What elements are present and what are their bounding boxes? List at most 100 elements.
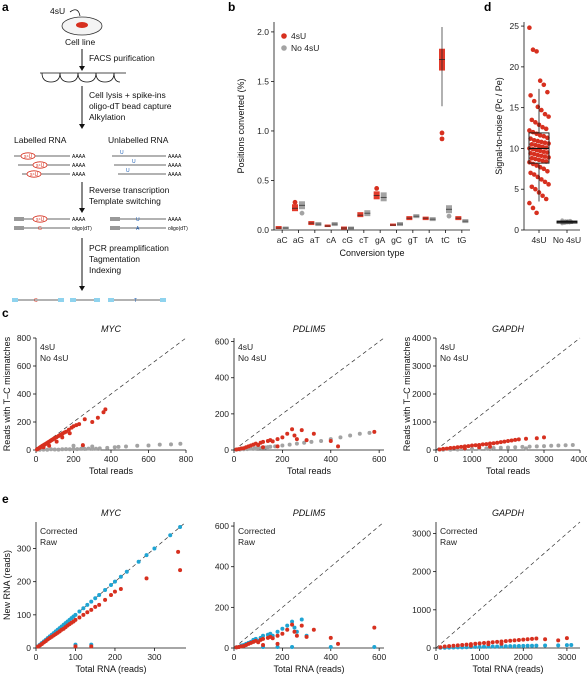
c3-point-4su	[473, 443, 478, 448]
d-point-4su	[528, 170, 533, 176]
c3-point-no-4su	[524, 446, 528, 451]
arrow-head-icon	[79, 66, 85, 71]
d-point-4su	[533, 142, 538, 148]
labelled-rna-strands: s⁴U AAAA s⁴U AAAA s⁴U AAAA	[14, 152, 86, 178]
c1-point-4su	[47, 443, 52, 448]
e1-point-raw	[118, 586, 123, 591]
e1-point-raw	[178, 568, 183, 573]
e3-point-raw	[455, 643, 460, 648]
d-point-4su	[543, 196, 549, 202]
e2-point-corrected	[275, 644, 280, 649]
e3-y-tick-label: 1000	[412, 605, 431, 615]
d-point-4su	[527, 25, 532, 31]
e3-x-tick-label: 1000	[470, 652, 489, 662]
c1-x-axis-label: Total reads	[89, 466, 134, 476]
b-x-tick-label: cA	[326, 235, 336, 245]
polya-text: AAAA	[168, 217, 182, 223]
d-point-4su	[546, 114, 551, 119]
e3-point-raw	[464, 642, 469, 647]
c3-point-4su	[488, 441, 492, 446]
e2-x-tick-label: 200	[275, 652, 289, 662]
e3-point-raw	[508, 638, 513, 643]
s4u-mark: s⁴U	[36, 163, 45, 169]
e2-legend-label: Raw	[238, 537, 256, 547]
c2-point-4su	[275, 437, 280, 442]
b-legend-marker-4su	[281, 33, 287, 39]
e3-point-raw	[477, 641, 482, 646]
c2-point-4su	[304, 438, 309, 443]
c3-y-tick-label: 0	[426, 445, 431, 455]
e3-point-raw	[564, 636, 569, 641]
e2-point-corrected	[328, 644, 333, 649]
c2-point-no-4su	[287, 442, 292, 447]
e2-point-raw	[256, 640, 261, 645]
label-labelled-rna: Labelled RNA	[14, 135, 67, 145]
b-x-tick-label: tA	[425, 235, 433, 245]
b-x-tick-label: aT	[310, 235, 320, 245]
b-outlier-point	[292, 199, 298, 205]
d-y-tick-label: 5	[514, 184, 519, 194]
c1-point-4su	[101, 410, 106, 415]
e1-point-corrected	[112, 579, 117, 584]
c3-point-4su	[513, 437, 518, 442]
c1-point-no-4su	[75, 447, 80, 452]
polya-text: AAAA	[72, 172, 86, 178]
e2-point-corrected	[372, 644, 377, 649]
c2-title: PDLIM5	[293, 324, 327, 334]
e1-point-corrected	[152, 546, 157, 551]
c2-x-tick-label: 200	[275, 454, 289, 464]
c1-point-no-4su	[94, 446, 98, 451]
c1-y-tick-label: 600	[17, 361, 31, 371]
c2-x-tick-label: 400	[324, 454, 338, 464]
c1-point-no-4su	[135, 443, 140, 448]
polya-text: AAAA	[168, 163, 182, 169]
c1-legend-label: No 4sU	[40, 353, 68, 363]
e1-point-raw	[97, 602, 102, 607]
b-x-axis-label: Conversion type	[339, 248, 404, 258]
e2-legend-label: Corrected	[238, 526, 276, 536]
c3-point-4su	[534, 436, 539, 441]
c1-point-no-4su	[67, 447, 72, 452]
e2-point-corrected	[280, 626, 285, 631]
c1-title: MYC	[101, 324, 122, 334]
c2-y-tick-label: 400	[215, 373, 229, 383]
e3-point-corrected	[482, 644, 486, 649]
e1-point-corrected	[144, 553, 149, 558]
c3-point-4su	[462, 446, 467, 451]
s4u-mark: s⁴U	[36, 217, 45, 223]
c3-x-tick-label: 3000	[535, 454, 554, 464]
e1-point-raw	[89, 607, 94, 612]
polya-text: AAAA	[168, 154, 182, 160]
b-x-tick-label: tG	[457, 235, 466, 245]
d-point-4su	[545, 89, 550, 95]
e3-point-corrected	[556, 643, 561, 648]
c3-point-4su	[480, 442, 485, 447]
e1-point-raw	[176, 549, 181, 554]
e1-point-corrected	[85, 602, 90, 607]
e1-point-raw	[109, 592, 113, 597]
e1-y-tick-label: 100	[17, 610, 31, 620]
c3-y-axis-label: Reads with T–C mismatches	[402, 336, 412, 451]
e3-point-corrected	[473, 644, 478, 649]
e3-point-corrected	[503, 644, 508, 649]
d-point-4su	[537, 133, 543, 138]
c3-point-4su	[506, 439, 510, 444]
e1-point-corrected	[103, 587, 108, 592]
e3-y-tick-label: 3000	[412, 528, 431, 538]
e2-point-raw	[292, 629, 297, 634]
c2-point-4su	[280, 435, 285, 440]
c3-point-4su	[524, 436, 528, 441]
d-x-tick-label: No 4sU	[553, 235, 581, 245]
c3-point-no-4su	[534, 444, 539, 449]
e3-point-corrected	[516, 644, 521, 649]
e2-point-raw	[290, 622, 295, 627]
label-unlabelled-rna: Unlabelled RNA	[108, 135, 169, 145]
d-point-4su	[541, 166, 547, 172]
c2-identity-line	[233, 337, 385, 451]
b-box	[292, 204, 298, 212]
c1-y-tick-label: 400	[17, 389, 31, 399]
c1-point-no-4su	[97, 446, 102, 451]
c2-x-tick-label: 600	[372, 454, 386, 464]
c1-point-4su	[66, 427, 71, 432]
c2-point-4su	[311, 431, 316, 436]
